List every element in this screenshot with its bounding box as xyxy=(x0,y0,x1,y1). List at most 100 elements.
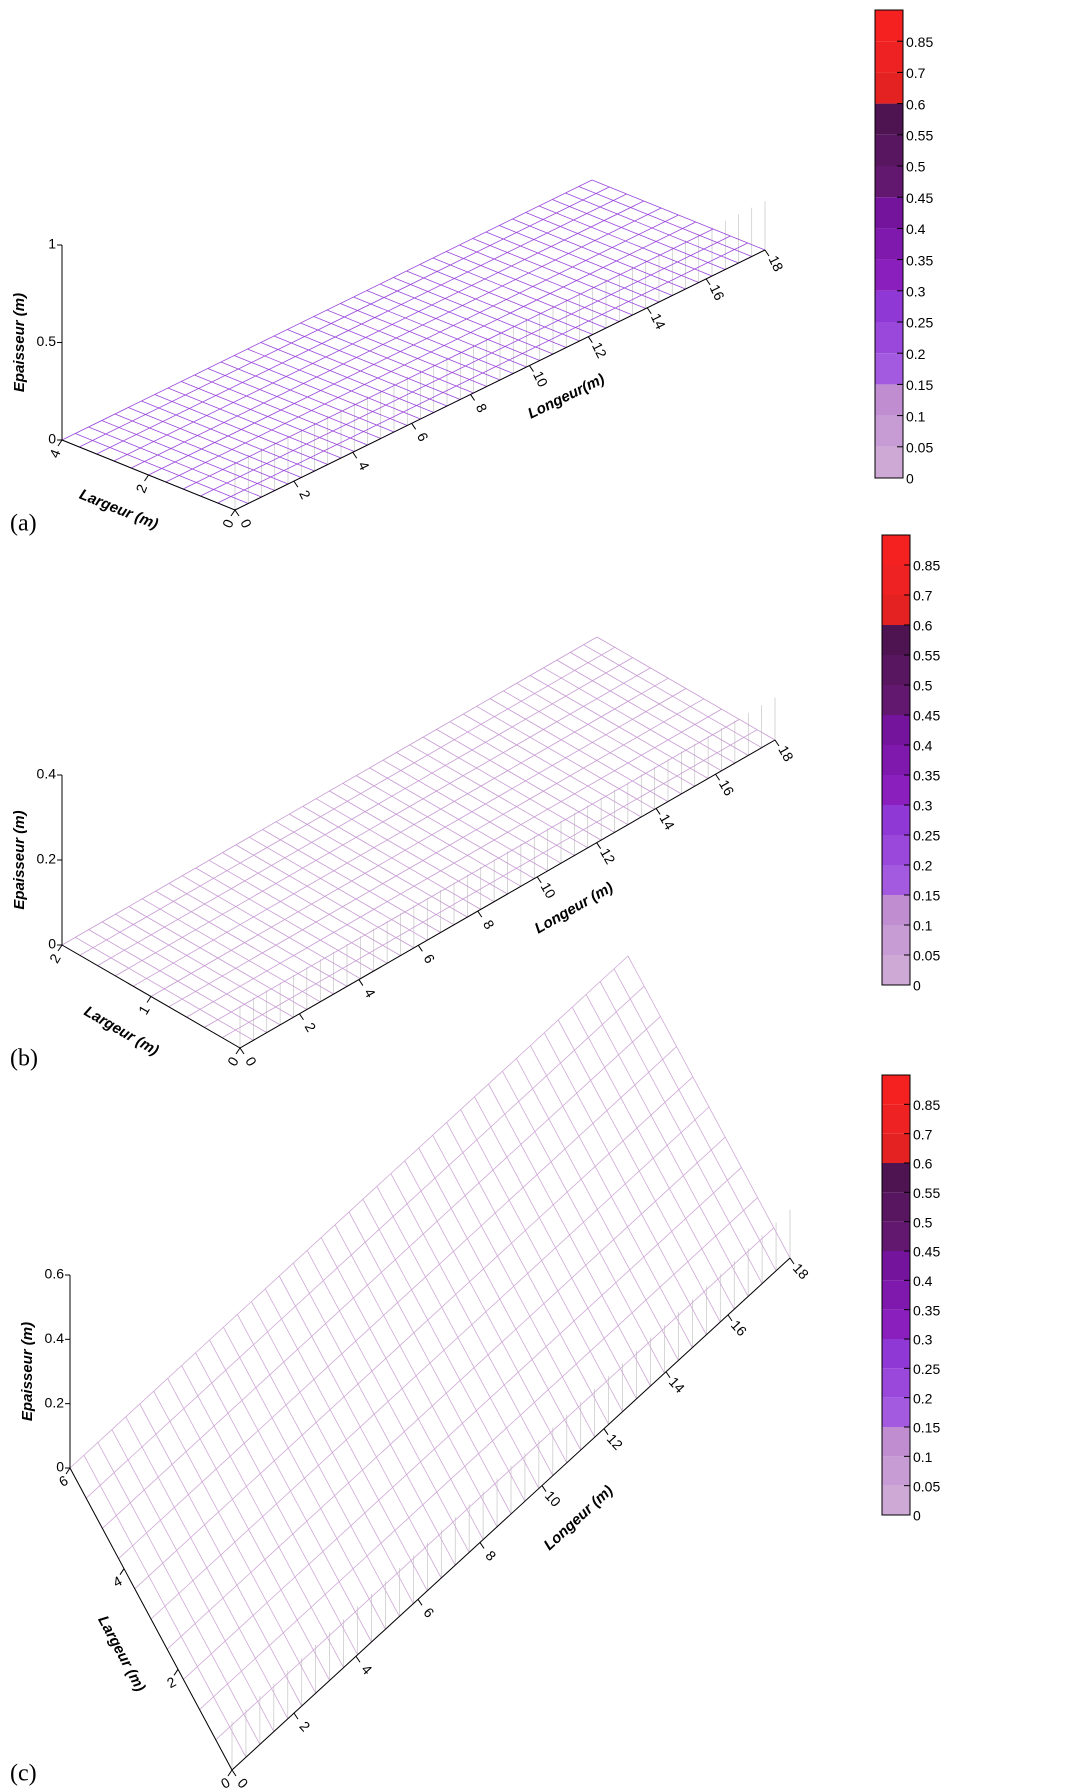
colorbar-frame xyxy=(881,534,911,986)
colorbar-tick-label: 0.2 xyxy=(913,1390,933,1406)
colorbar-band xyxy=(882,775,910,805)
mesh-line xyxy=(183,1167,742,1680)
colorbar-band xyxy=(882,1133,910,1163)
length-tick-label: 4 xyxy=(361,986,379,1001)
tick-mark xyxy=(299,1013,304,1021)
length-tick-label: 8 xyxy=(482,1547,499,1564)
colorbar-tick-label: 0.1 xyxy=(913,1449,933,1465)
colorbar-band xyxy=(875,10,903,42)
colorbar-band xyxy=(882,625,910,655)
length-tick-label: 16 xyxy=(707,282,728,303)
colorbar-tick-label: 0.3 xyxy=(906,284,926,300)
mesh-line xyxy=(79,646,615,956)
tick-mark xyxy=(646,307,652,315)
z-tick-label: 0 xyxy=(48,431,56,447)
colorbar-band xyxy=(882,895,910,925)
tick-mark xyxy=(234,509,240,517)
tick-mark xyxy=(235,1047,241,1055)
colorbar-tick-label: 0.3 xyxy=(913,1332,933,1348)
z-axis-label: Epaisseur (m) xyxy=(19,1322,36,1421)
length-tick-label: 4 xyxy=(355,459,373,473)
colorbar-band xyxy=(882,1163,910,1193)
colorbar-tick-label: 0 xyxy=(906,471,914,487)
mesh-line xyxy=(222,729,758,1039)
colorbar-tick-label: 0.55 xyxy=(913,648,940,664)
length-tick-label: 16 xyxy=(716,777,738,799)
colorbar-band xyxy=(875,103,903,135)
colorbar-tick-label: 0.55 xyxy=(906,128,933,144)
colorbar-tick-label: 0.5 xyxy=(913,1214,933,1230)
tick-mark xyxy=(358,979,364,986)
colorbar-tick-label: 0.45 xyxy=(906,190,933,206)
colorbar-tick-label: 0.85 xyxy=(913,1097,940,1113)
z-axis-label: Epaisseur (m) xyxy=(11,293,28,392)
tick-mark xyxy=(230,509,236,517)
tick-mark xyxy=(596,842,602,849)
colorbar-band xyxy=(882,1251,910,1281)
axis-line xyxy=(69,1467,233,1771)
colorbar-band xyxy=(882,955,910,985)
colorbar-tick-label: 0.15 xyxy=(913,888,940,904)
tick-mark xyxy=(146,996,152,1003)
length-tick-label: 0 xyxy=(234,1775,251,1792)
length-tick-label: 2 xyxy=(296,1718,313,1735)
mesh-line xyxy=(61,179,593,441)
colorbar-band xyxy=(875,197,903,229)
tick-mark xyxy=(764,249,770,257)
axis-line xyxy=(234,249,766,511)
colorbar-tick-label: 0 xyxy=(913,978,921,994)
tick-mark xyxy=(774,739,780,747)
z-tick-label: 0.4 xyxy=(45,1330,65,1346)
mesh-line xyxy=(69,955,629,1469)
length-tick-label: 10 xyxy=(538,880,560,902)
colorbar-tick-label: 0.35 xyxy=(913,1302,940,1318)
z-tick-label: 0 xyxy=(48,936,56,952)
colorbar-band xyxy=(882,715,910,745)
colorbar-band xyxy=(882,1075,910,1105)
mesh-line xyxy=(134,1076,694,1590)
mesh-line xyxy=(215,1227,775,1741)
colorbar-tick-label: 0.4 xyxy=(906,221,926,237)
colorbar-band xyxy=(875,415,903,447)
z-tick-label: 1 xyxy=(48,236,56,252)
colorbar-tick-label: 0.85 xyxy=(913,558,940,574)
colorbar-band xyxy=(875,228,903,260)
colorbar-band xyxy=(882,1192,910,1222)
width-tick-label: 0 xyxy=(219,517,237,530)
colorbar-band xyxy=(882,1309,910,1339)
panel-label: (a) xyxy=(10,511,37,537)
colorbar-band xyxy=(875,290,903,322)
length-tick-label: 6 xyxy=(420,1604,437,1621)
length-tick-label: 18 xyxy=(775,743,797,765)
colorbar-tick-label: 0.6 xyxy=(913,618,933,634)
mesh-line xyxy=(217,242,748,504)
colorbar-tick-label: 0.3 xyxy=(913,798,933,814)
colorbar-tick-label: 0.1 xyxy=(906,408,926,424)
colorbar-band xyxy=(882,1368,910,1398)
width-tick-label: 4 xyxy=(46,447,64,460)
colorbar-tick-label: 0 xyxy=(913,1508,921,1524)
mesh-line xyxy=(150,688,687,997)
mesh-line xyxy=(96,193,627,455)
colorbar-tick-label: 0.5 xyxy=(913,678,933,694)
colorbar-band xyxy=(882,1485,910,1515)
length-tick-label: 18 xyxy=(766,253,787,274)
colorbar-band xyxy=(882,655,910,685)
length-tick-label: 2 xyxy=(302,1020,320,1035)
mesh-line xyxy=(148,214,679,476)
colorbar-tick-label: 0.45 xyxy=(913,708,940,724)
colorbar-band xyxy=(882,535,910,565)
tick-mark xyxy=(789,1257,795,1265)
colorbar-band xyxy=(882,565,910,595)
tick-mark xyxy=(587,336,593,343)
z-tick-label: 0.5 xyxy=(37,333,57,349)
colorbar-tick-label: 0.35 xyxy=(913,768,940,784)
mesh-line xyxy=(61,636,598,946)
width-tick-label: 2 xyxy=(164,1673,179,1691)
colorbar-band xyxy=(882,805,910,835)
colorbar-tick-label: 0.7 xyxy=(913,588,933,604)
mesh-line xyxy=(182,228,714,490)
length-tick-label: 8 xyxy=(473,401,491,415)
colorbar-tick-label: 0.6 xyxy=(906,96,926,112)
axis-line xyxy=(239,739,776,1049)
